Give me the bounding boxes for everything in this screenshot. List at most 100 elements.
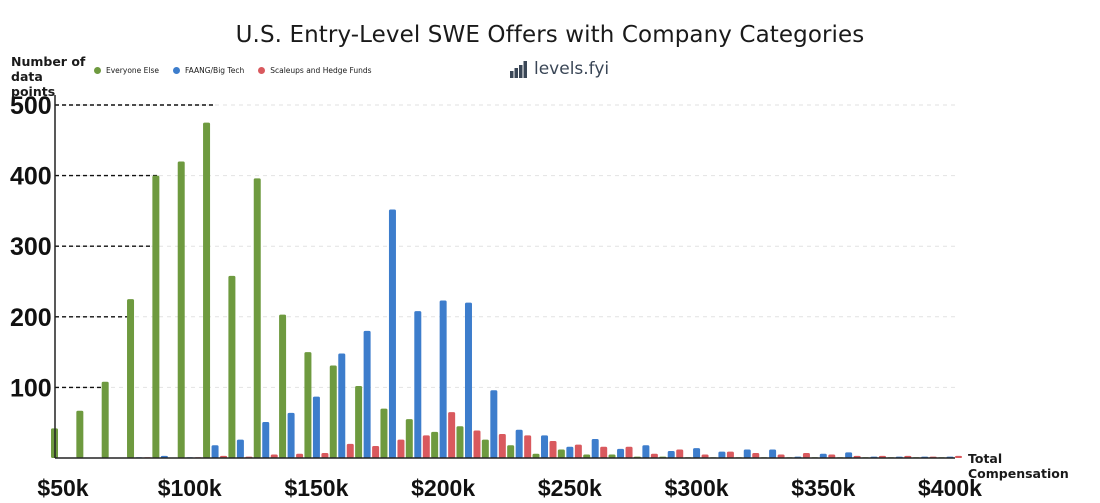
legend-item-faang: FAANG/Big Tech [173, 66, 244, 75]
bar-faang-big-tech [464, 302, 472, 458]
bar-everyone-else [177, 161, 185, 459]
bar-everyone-else [557, 449, 565, 458]
bar-everyone-else [481, 439, 489, 458]
legend-label: Everyone Else [106, 66, 159, 75]
bar-scaleups-and-hedge-funds [625, 446, 633, 458]
bar-everyone-else [380, 408, 388, 458]
bar-everyone-else [152, 175, 160, 458]
bar-faang-big-tech [287, 412, 295, 458]
bar-faang-big-tech [515, 429, 523, 458]
bar-scaleups-and-hedge-funds [828, 454, 836, 458]
legend-swatch [173, 67, 180, 74]
y-tick-label: 200 [10, 304, 52, 332]
bar-scaleups-and-hedge-funds [600, 446, 608, 458]
bar-faang-big-tech [363, 330, 371, 458]
y-tick-label: 300 [10, 233, 52, 261]
bar-faang-big-tech [693, 448, 701, 458]
brand-name: levels.fyi [534, 59, 610, 79]
chart-title: U.S. Entry-Level SWE Offers with Company… [235, 22, 865, 48]
bar-scaleups-and-hedge-funds [777, 454, 785, 458]
bar-scaleups-and-hedge-funds [524, 435, 532, 458]
bar-scaleups-and-hedge-funds [498, 433, 506, 458]
x-tick-label: $200k [411, 475, 475, 501]
bar-faang-big-tech [388, 209, 396, 458]
x-tick-label: $250k [538, 475, 602, 501]
legend-label: Scaleups and Hedge Funds [270, 66, 372, 75]
y-tick-labels: 100 200 300 400 500 [10, 92, 52, 402]
bar-faang-big-tech [211, 445, 219, 458]
bar-faang-big-tech [743, 449, 751, 458]
bar-everyone-else [127, 299, 135, 458]
bar-everyone-else [329, 365, 337, 458]
legend-item-scaleups: Scaleups and Hedge Funds [258, 66, 372, 75]
bar-faang-big-tech [819, 453, 827, 458]
bar-faang-big-tech [845, 452, 853, 458]
bar-faang-big-tech [566, 446, 574, 458]
bar-everyone-else [355, 385, 363, 458]
brand-logo: levels.fyi [510, 59, 609, 79]
bar-scaleups-and-hedge-funds [726, 451, 734, 458]
bar-scaleups-and-hedge-funds [676, 449, 684, 458]
bar-scaleups-and-hedge-funds [346, 443, 354, 458]
legend-label: FAANG/Big Tech [185, 66, 245, 75]
bar-faang-big-tech [667, 450, 675, 458]
bar-everyone-else [583, 454, 591, 458]
bar-faang-big-tech [718, 451, 726, 458]
bar-faang-big-tech [541, 435, 549, 458]
bar-faang-big-tech [439, 300, 447, 458]
y-guide-dashes [55, 104, 213, 389]
bar-scaleups-and-hedge-funds [701, 454, 709, 458]
bar-faang-big-tech [414, 311, 422, 458]
x-tick-label: $150k [284, 475, 348, 501]
x-tick-labels: $50k $100k $150k $200k $250k $300k $350k $400k [37, 475, 982, 501]
x-tick-label: $50k [37, 475, 88, 501]
y-axis-title: Number of data points [11, 54, 91, 99]
bar-scaleups-and-hedge-funds [448, 412, 456, 458]
bar-faang-big-tech [591, 438, 599, 458]
x-tick-label: $350k [791, 475, 855, 501]
y-tick-label: 500 [10, 92, 52, 120]
bar-everyone-else [608, 454, 616, 458]
bar-scaleups-and-hedge-funds [574, 444, 582, 458]
bar-faang-big-tech [236, 439, 244, 458]
bar-everyone-else [532, 453, 540, 458]
x-tick-label: $400k [918, 475, 982, 501]
legend-swatch [94, 67, 101, 74]
bar-faang-big-tech [769, 449, 777, 458]
y-axis-title-line: data points [11, 69, 56, 99]
legend-swatch [258, 67, 266, 74]
legend-item-everyone-else: Everyone Else [94, 66, 159, 75]
bar-scaleups-and-hedge-funds [650, 453, 658, 458]
bar-scaleups-and-hedge-funds [372, 445, 380, 458]
bar-everyone-else [405, 419, 413, 458]
bar-faang-big-tech [262, 421, 270, 458]
bar-faang-big-tech [312, 396, 320, 458]
bar-everyone-else [456, 426, 464, 458]
x-tick-label: $300k [665, 475, 729, 501]
bar-scaleups-and-hedge-funds [549, 441, 557, 458]
bar-scaleups-and-hedge-funds [321, 453, 329, 458]
legend: Everyone Else FAANG/Big Tech Scaleups an… [94, 66, 372, 75]
bar-everyone-else [431, 431, 439, 458]
bar-everyone-else [228, 275, 236, 458]
bar-everyone-else [253, 178, 261, 458]
bar-everyone-else [507, 445, 515, 458]
bar-faang-big-tech [642, 445, 650, 458]
y-tick-label: 100 [10, 374, 52, 402]
bar-scaleups-and-hedge-funds [397, 439, 405, 458]
bar-scaleups-and-hedge-funds [270, 454, 278, 458]
bar-scaleups-and-hedge-funds [422, 435, 430, 458]
bar-everyone-else [76, 410, 84, 458]
bar-everyone-else [203, 122, 211, 459]
grid-lines [55, 104, 955, 388]
bar-everyone-else [279, 314, 287, 458]
bar-scaleups-and-hedge-funds [473, 430, 481, 458]
bar-everyone-else [101, 381, 109, 458]
bar-scaleups-and-hedge-funds [802, 453, 810, 458]
x-tick-label: $100k [158, 475, 222, 501]
y-axis-title-line: Number of [11, 54, 86, 69]
bar-faang-big-tech [338, 353, 346, 458]
bar-faang-big-tech [617, 448, 625, 458]
bar-everyone-else [304, 352, 312, 458]
